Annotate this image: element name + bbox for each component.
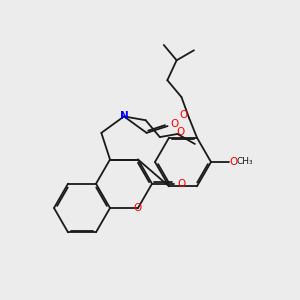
Text: O: O <box>180 110 188 120</box>
Text: O: O <box>134 203 142 213</box>
Text: CH₃: CH₃ <box>237 158 253 166</box>
Text: O: O <box>170 119 178 129</box>
Text: O: O <box>229 157 237 167</box>
Text: O: O <box>177 179 185 189</box>
Text: O: O <box>176 127 185 137</box>
Text: N: N <box>120 111 128 122</box>
